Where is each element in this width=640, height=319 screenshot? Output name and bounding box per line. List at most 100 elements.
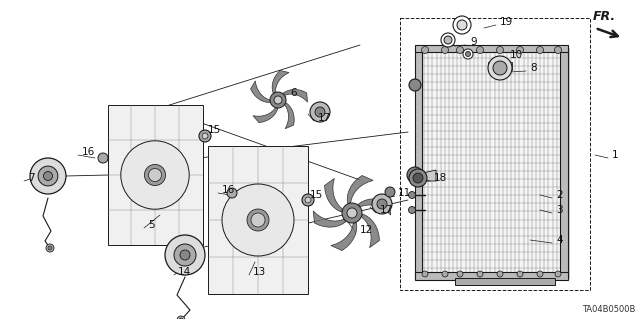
Polygon shape (283, 89, 308, 102)
Circle shape (305, 197, 311, 203)
Circle shape (554, 47, 561, 54)
Text: 8: 8 (530, 63, 536, 73)
Circle shape (536, 47, 543, 54)
Circle shape (497, 271, 503, 277)
Text: 5: 5 (148, 220, 155, 230)
Circle shape (456, 47, 463, 54)
Circle shape (44, 172, 52, 181)
Circle shape (180, 250, 190, 260)
Circle shape (493, 61, 507, 75)
Circle shape (98, 153, 108, 163)
Polygon shape (253, 108, 278, 123)
Circle shape (457, 271, 463, 277)
Polygon shape (331, 223, 357, 250)
Circle shape (442, 271, 448, 277)
Text: 16: 16 (222, 185, 236, 195)
Text: 1: 1 (612, 150, 619, 160)
Circle shape (407, 167, 423, 183)
Text: 13: 13 (253, 267, 266, 277)
Text: 14: 14 (178, 267, 191, 277)
Circle shape (302, 194, 314, 206)
Text: 11: 11 (398, 188, 412, 198)
Circle shape (148, 168, 161, 182)
Circle shape (442, 47, 449, 54)
Circle shape (202, 133, 208, 139)
Circle shape (488, 56, 512, 80)
Polygon shape (418, 48, 568, 278)
Polygon shape (362, 214, 380, 248)
Circle shape (377, 199, 387, 209)
Circle shape (516, 47, 524, 54)
Circle shape (270, 92, 286, 108)
Polygon shape (488, 62, 512, 70)
Circle shape (38, 166, 58, 186)
Text: 9: 9 (470, 37, 477, 47)
Circle shape (517, 271, 523, 277)
Circle shape (422, 47, 429, 54)
Circle shape (222, 184, 294, 256)
Circle shape (227, 188, 237, 198)
Text: 19: 19 (500, 17, 513, 27)
Text: 4: 4 (556, 235, 563, 245)
Circle shape (121, 141, 189, 209)
Polygon shape (423, 170, 436, 181)
Polygon shape (208, 146, 308, 294)
Circle shape (408, 191, 415, 198)
Text: 3: 3 (556, 205, 563, 215)
Circle shape (274, 96, 282, 104)
Polygon shape (415, 45, 568, 52)
Text: 15: 15 (310, 190, 323, 200)
Text: FR.: FR. (593, 10, 616, 23)
Polygon shape (560, 48, 568, 278)
Text: 17: 17 (318, 113, 332, 123)
Circle shape (413, 173, 423, 183)
Circle shape (422, 271, 428, 277)
Polygon shape (284, 102, 294, 129)
Circle shape (463, 49, 473, 59)
Polygon shape (415, 48, 422, 278)
Circle shape (477, 47, 483, 54)
Circle shape (310, 102, 330, 122)
Circle shape (444, 36, 452, 44)
Polygon shape (272, 70, 289, 93)
Polygon shape (250, 81, 270, 102)
Polygon shape (415, 272, 568, 280)
Circle shape (555, 271, 561, 277)
Circle shape (165, 235, 205, 275)
Circle shape (174, 244, 196, 266)
Circle shape (411, 171, 419, 179)
Circle shape (30, 158, 66, 194)
Circle shape (315, 107, 325, 117)
Text: 15: 15 (208, 125, 221, 135)
Bar (400, 18, 590, 290)
Circle shape (465, 51, 470, 56)
Circle shape (372, 194, 392, 214)
Circle shape (537, 271, 543, 277)
Circle shape (251, 213, 265, 227)
Text: 18: 18 (434, 173, 447, 183)
Polygon shape (358, 199, 391, 215)
Polygon shape (108, 105, 202, 245)
Circle shape (385, 187, 395, 197)
Text: 7: 7 (28, 173, 35, 183)
Circle shape (199, 130, 211, 142)
Text: 12: 12 (360, 225, 373, 235)
Circle shape (342, 203, 362, 223)
Circle shape (409, 79, 421, 91)
Circle shape (347, 208, 357, 218)
Circle shape (48, 246, 52, 250)
Text: 6: 6 (290, 88, 296, 98)
Text: 10: 10 (510, 50, 523, 60)
Circle shape (477, 271, 483, 277)
Circle shape (453, 16, 471, 34)
Polygon shape (324, 178, 342, 212)
Circle shape (247, 209, 269, 231)
Circle shape (497, 47, 504, 54)
Circle shape (177, 316, 185, 319)
Circle shape (457, 20, 467, 30)
Circle shape (46, 244, 54, 252)
Text: 16: 16 (82, 147, 95, 157)
Polygon shape (455, 278, 555, 285)
Text: 17: 17 (380, 205, 393, 215)
Circle shape (408, 206, 415, 213)
